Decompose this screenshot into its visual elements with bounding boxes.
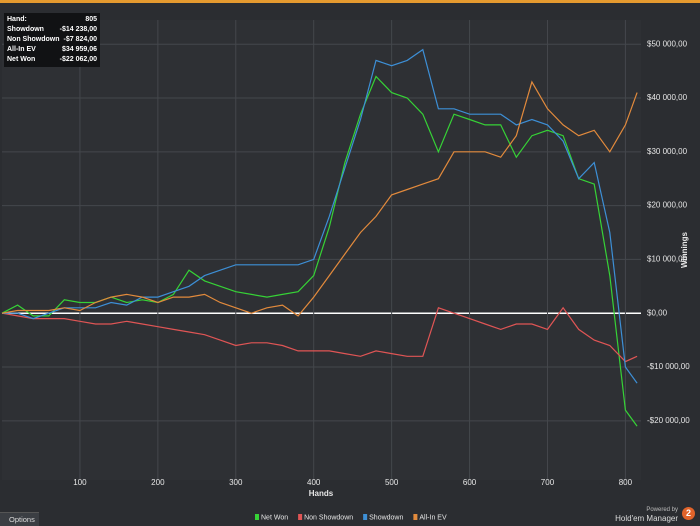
brand: Hold'em Manager [615, 514, 678, 523]
stats-row: Showdown -$14 238,00 [7, 25, 97, 35]
stats-label: Net Won [7, 56, 36, 63]
y-tick-label: -$20 000,00 [647, 416, 690, 425]
stats-label: Hand: [7, 16, 27, 23]
y-tick-label: -$10 000,00 [647, 362, 690, 371]
stats-row: Net Won -$22 062,00 [7, 55, 97, 65]
stats-label: Non Showdown [7, 36, 60, 43]
legend-label: All-In EV [419, 514, 447, 521]
stats-row: Hand: 805 [7, 15, 97, 25]
x-axis-title: Hands [309, 489, 334, 498]
stats-value: -$22 062,00 [59, 56, 97, 63]
stats-value: -$7 824,00 [63, 36, 97, 43]
series-line [1, 80, 638, 317]
stats-value: $34 959,06 [61, 46, 97, 53]
x-tick-label: 300 [229, 478, 243, 487]
x-tick-label: 400 [307, 478, 321, 487]
stats-value: -$14 238,00 [59, 26, 97, 33]
stats-label: All-In EV [7, 46, 36, 53]
top-bar [0, 0, 700, 3]
legend-swatch [298, 514, 303, 520]
stats-box: Hand: 805 Showdown -$14 238,00 Non Showdown -… [4, 13, 100, 67]
legend-label: Non Showdown [304, 514, 353, 521]
stats-value: 805 [85, 16, 97, 23]
x-tick-label: 700 [541, 478, 555, 487]
stats-row: All-In EV $34 959,06 [7, 45, 97, 55]
x-tick-label: 200 [151, 478, 165, 487]
y-tick-label: $50 000,00 [647, 39, 688, 48]
x-tick-label: 500 [385, 478, 399, 487]
x-tick-label: 100 [73, 478, 87, 487]
series-line [2, 48, 638, 384]
stats-row: Non Showdown -$7 824,00 [7, 35, 97, 45]
legend-label: Showdown [369, 514, 403, 521]
y-tick-label: $20 000,00 [647, 201, 688, 210]
y-tick-label: $30 000,00 [647, 147, 688, 156]
brand-badge: 2 [682, 507, 695, 520]
series-line [1, 306, 638, 363]
y-tick-label: $0,00 [647, 308, 668, 317]
options-button[interactable]: Options [0, 512, 39, 526]
y-tick-label: $40 000,00 [647, 93, 688, 102]
y-axis-title: Winnings [680, 231, 689, 267]
legend-swatch [255, 514, 259, 520]
y-tick-label: $10 000,00 [647, 255, 688, 264]
x-tick-label: 800 [619, 478, 633, 487]
powered-by: Powered by Hold'em Manager [615, 507, 678, 524]
legend-label: Net Won [261, 514, 288, 521]
legend-swatch [413, 514, 418, 520]
powered-label: Powered by [646, 507, 678, 513]
x-tick-label: 600 [463, 478, 477, 487]
stats-label: Showdown [7, 26, 44, 33]
legend-swatch [363, 514, 368, 520]
